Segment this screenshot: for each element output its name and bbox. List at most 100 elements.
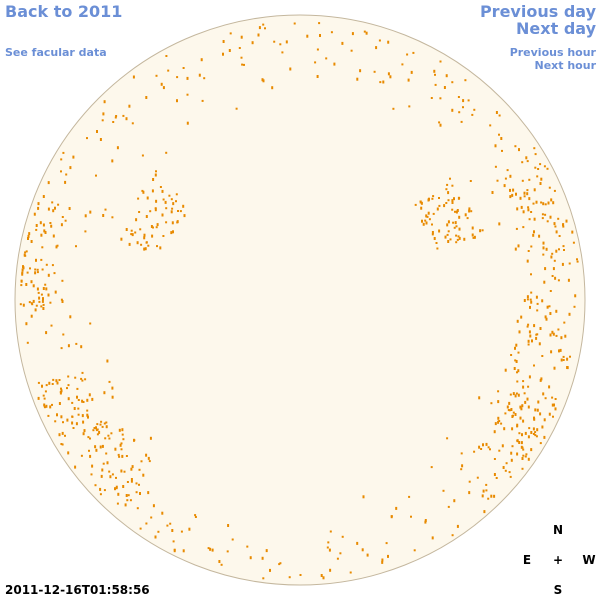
facula — [532, 233, 535, 237]
facula — [516, 207, 519, 211]
facula — [198, 73, 201, 77]
facula — [504, 177, 507, 180]
facula — [541, 213, 544, 216]
facula — [59, 391, 62, 393]
facula — [530, 273, 532, 276]
facula — [60, 170, 62, 173]
facula — [520, 205, 523, 209]
facula — [518, 441, 521, 444]
facula — [392, 107, 395, 110]
facula — [526, 192, 529, 196]
facula — [138, 468, 141, 471]
facula — [316, 75, 319, 78]
facula — [549, 312, 552, 315]
facula — [562, 355, 565, 358]
facula — [534, 408, 537, 412]
facula — [251, 41, 254, 45]
facular-link[interactable]: See facular data — [5, 46, 107, 59]
facula — [387, 554, 389, 558]
facula — [458, 215, 461, 219]
facula — [171, 221, 174, 225]
facula — [430, 97, 433, 99]
facula — [443, 86, 446, 89]
facula — [240, 35, 243, 39]
facula — [421, 219, 423, 223]
facula — [339, 552, 342, 555]
facula — [84, 230, 87, 233]
facula — [156, 223, 159, 227]
facula — [29, 267, 31, 270]
facula — [176, 220, 179, 224]
facula — [64, 180, 67, 184]
facula — [43, 406, 46, 409]
facula — [453, 499, 456, 503]
facula — [537, 400, 540, 404]
facula — [86, 398, 89, 402]
facula — [264, 27, 266, 30]
facula — [84, 214, 87, 218]
facula — [114, 447, 117, 451]
facula — [288, 576, 291, 579]
facula — [220, 563, 223, 566]
facula — [522, 419, 525, 423]
facula — [522, 380, 525, 383]
facula — [498, 449, 501, 452]
facula — [120, 448, 123, 451]
facula — [539, 412, 542, 416]
facula — [514, 247, 517, 251]
facula — [451, 199, 454, 203]
facula — [530, 291, 533, 294]
facula — [485, 442, 488, 446]
facula — [433, 237, 436, 240]
facula — [82, 401, 85, 403]
facula — [151, 234, 154, 238]
facula — [103, 489, 106, 492]
facula — [35, 258, 37, 262]
facula — [521, 457, 524, 460]
next-day-link[interactable]: Next day — [516, 19, 597, 38]
facula — [535, 295, 538, 299]
facula — [428, 197, 430, 201]
facula — [48, 381, 51, 385]
facula — [32, 299, 35, 303]
previous-day-link[interactable]: Previous day — [480, 2, 597, 21]
facula — [61, 300, 64, 303]
facula — [47, 207, 50, 211]
facula — [81, 399, 84, 403]
facula — [145, 241, 148, 244]
previous-hour-link[interactable]: Previous hour — [510, 46, 597, 59]
facula — [472, 236, 475, 239]
facula — [507, 409, 510, 411]
facula — [462, 106, 464, 109]
back-link[interactable]: Back to 2011 — [5, 2, 122, 21]
facula — [125, 117, 128, 121]
facula — [147, 244, 150, 247]
facula — [99, 138, 102, 141]
facula — [381, 560, 384, 564]
facula — [318, 22, 321, 25]
facula — [511, 193, 514, 197]
facula — [533, 324, 536, 328]
facula — [129, 499, 132, 502]
facula — [401, 63, 404, 66]
facula — [45, 263, 48, 266]
facula — [501, 444, 504, 448]
facula — [162, 198, 165, 201]
next-hour-link[interactable]: Next hour — [535, 59, 597, 72]
facula — [157, 530, 160, 533]
facula — [101, 444, 104, 448]
facula — [489, 124, 492, 127]
facula — [235, 107, 238, 110]
facula — [551, 403, 554, 407]
facula — [540, 177, 543, 181]
facula — [151, 189, 154, 193]
facula — [527, 435, 530, 439]
facula — [517, 369, 520, 373]
facula — [468, 209, 471, 213]
facula — [523, 299, 526, 302]
facula — [134, 231, 137, 234]
facula — [51, 201, 54, 204]
facula — [57, 203, 60, 206]
facula — [35, 304, 38, 307]
facula — [328, 548, 331, 552]
